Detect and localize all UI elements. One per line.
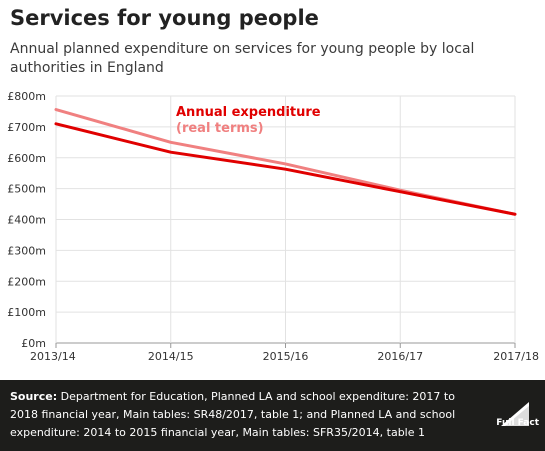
line-chart: £0m £100m £200m £300m £400m £500m £600m £700m £8…: [7, 90, 539, 363]
y-tick-label: £300m: [7, 244, 46, 257]
y-tick-label: £800m: [7, 90, 46, 103]
chart-title: Services for young people: [10, 6, 319, 30]
y-tick-label: £100m: [7, 306, 46, 319]
y-axis-ticks: £0m £100m £200m £300m £400m £500m £600m £700m £8…: [7, 90, 46, 350]
x-tick-label: 2016/17: [377, 350, 423, 363]
full-fact-logo-text: Full Fact: [496, 418, 539, 428]
x-tick-label: 2017/18: [493, 350, 539, 363]
y-tick-label: £500m: [7, 183, 46, 196]
legend-annual-expenditure: Annual expenditure: [176, 105, 321, 120]
series-lines: [54, 108, 517, 216]
y-tick-label: £0m: [21, 337, 46, 350]
y-tick-label: £700m: [7, 121, 46, 134]
grid-lines: [55, 95, 516, 344]
x-axis-ticks: 2013/14 2014/15 2015/16 2016/17 2017/18: [30, 343, 539, 363]
source-label: Source:: [10, 390, 58, 403]
y-tick-label: £600m: [7, 152, 46, 165]
x-tick-label: 2015/16: [263, 350, 309, 363]
source-text: Department for Education, Planned LA and…: [10, 390, 456, 439]
full-fact-logo-icon: [501, 402, 529, 426]
x-tick-label: 2014/15: [148, 350, 194, 363]
y-tick-label: £400m: [7, 214, 46, 227]
x-tick-label: 2013/14: [30, 350, 76, 363]
source-footer: Source: Department for Education, Planne…: [0, 380, 545, 451]
series-line-annual-expenditure: [54, 122, 517, 216]
chart-subtitle: Annual planned expenditure on services f…: [10, 41, 475, 76]
legend-real-terms: (real terms): [176, 121, 264, 136]
y-tick-label: £200m: [7, 275, 46, 288]
